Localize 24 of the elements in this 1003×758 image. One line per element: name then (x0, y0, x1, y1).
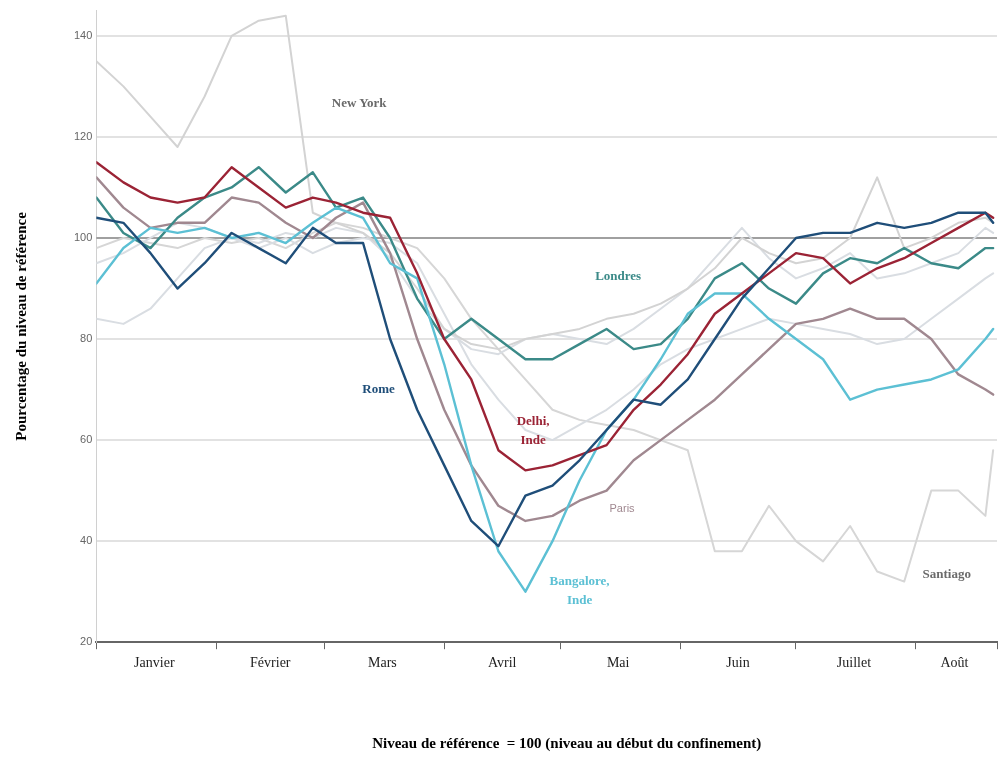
series-label: Bangalore, Inde (549, 572, 610, 607)
y-tick-label: 100 (73, 231, 93, 244)
series-label: Delhi, Inde (516, 413, 550, 448)
y-tick-label: 40 (80, 534, 93, 547)
x-tick-label: Mars (368, 655, 397, 671)
y-tick-label: 20 (80, 635, 93, 648)
x-axis-title: Niveau de référence = 100 (niveau au début du confinement) (372, 735, 762, 752)
x-tick-label: Juin (726, 655, 750, 671)
x-tick-label: Août (940, 655, 969, 671)
y-tick-label: 60 (80, 433, 93, 446)
series-label: Paris (609, 501, 636, 514)
x-tick-label: Juillet (836, 655, 872, 671)
x-tick-label: Avril (487, 655, 517, 671)
x-tick-label: Février (250, 655, 291, 671)
text: New York (331, 95, 388, 111)
x-tick-label: Mai (606, 655, 630, 671)
y-tick-label: 120 (73, 129, 93, 142)
x-tick-label: Janvier (134, 655, 175, 671)
y-tick-label: 80 (80, 332, 93, 345)
text: Londres (595, 268, 642, 284)
y-axis-title: Pourcentage du niveau de référence (12, 211, 29, 441)
series-label: Santiago (922, 566, 971, 582)
series-label: Rome (362, 380, 395, 396)
y-tick-label: 140 (73, 28, 93, 41)
